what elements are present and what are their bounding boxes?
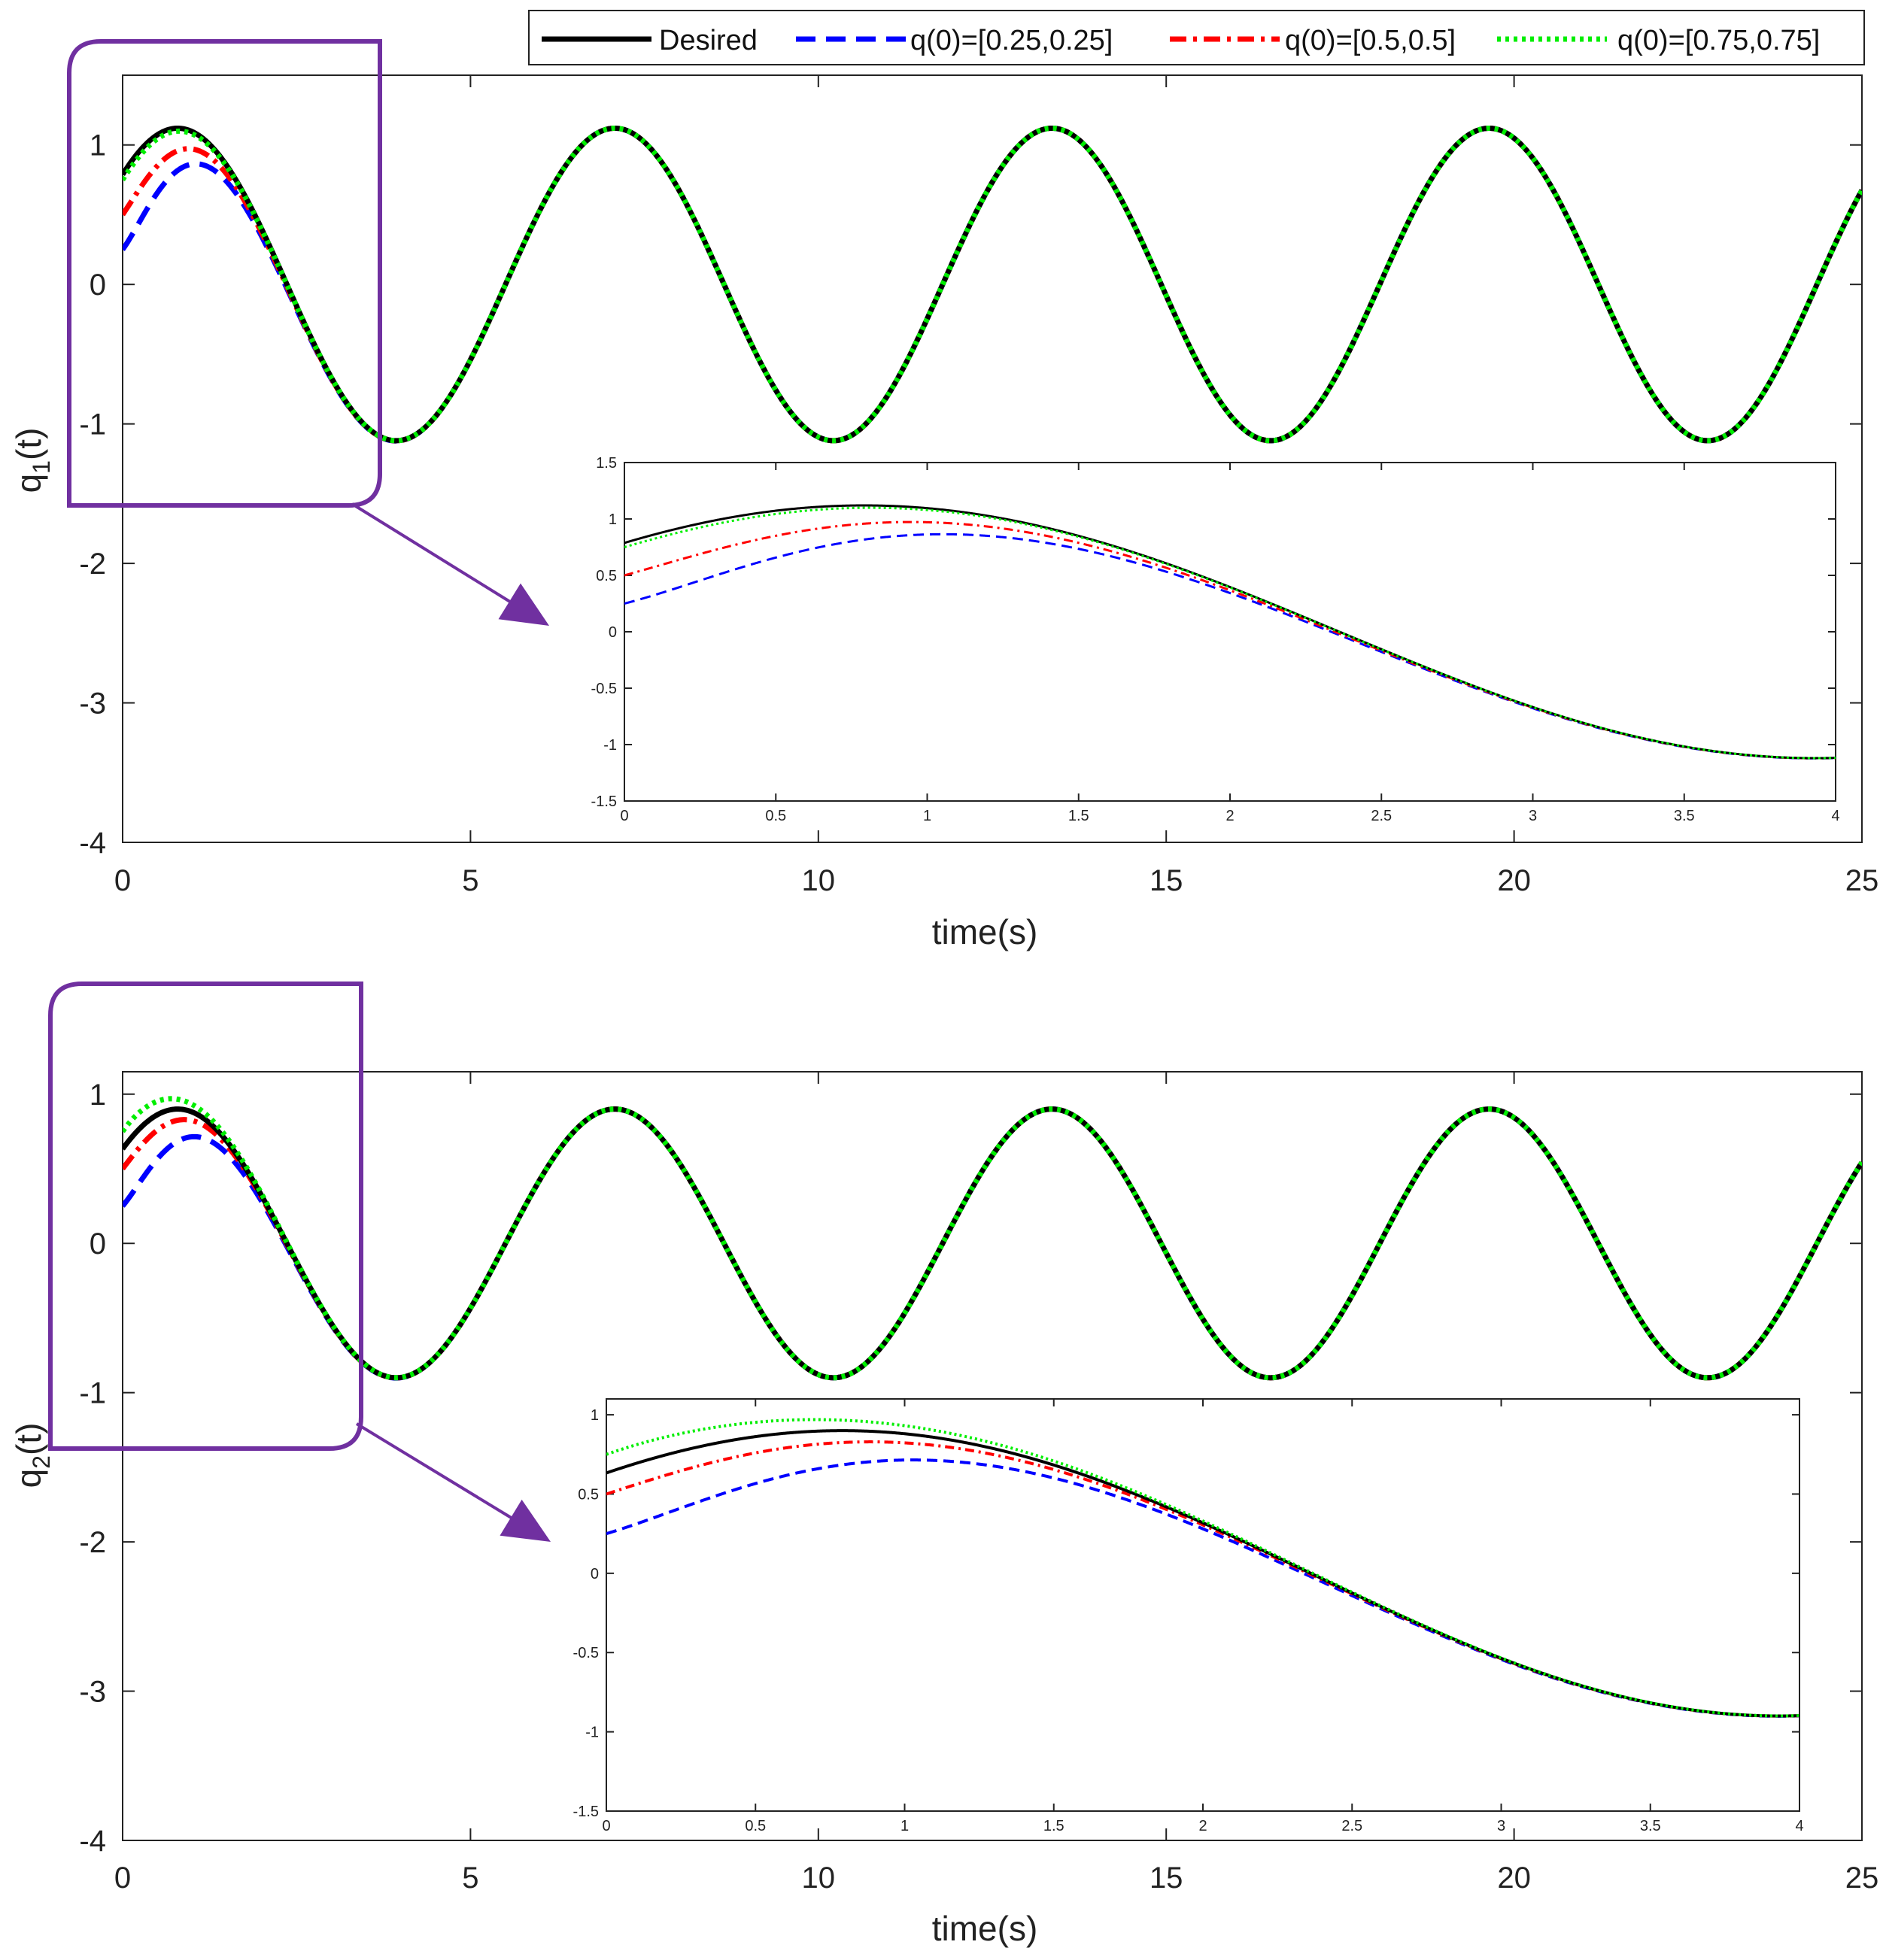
legend-label-1: Desired bbox=[659, 25, 758, 56]
panel-q2-inset-ytick-label: 0.5 bbox=[578, 1486, 599, 1503]
panel-q2-ytick-label: -4 bbox=[79, 1825, 106, 1858]
panel-q1-inset-ytick-label: 0 bbox=[609, 624, 617, 641]
panel-q2-xlabel: time(s) bbox=[932, 1909, 1038, 1948]
panel-q1-zoom-arrow-head bbox=[498, 583, 549, 626]
panel-q1-inset-series-group bbox=[624, 504, 1836, 760]
legend-label-2: q(0)=[0.25,0.25] bbox=[910, 25, 1113, 56]
panel-q1-inset-ytick-label: -1 bbox=[603, 737, 617, 754]
panel-q2-inset-series-4 bbox=[606, 1418, 1799, 1718]
panel-q2-inset-xtick-label: 3 bbox=[1497, 1818, 1505, 1834]
panel-q1-inset-xtick-label: 3.5 bbox=[1674, 808, 1695, 824]
panel-q2-xtick-label: 5 bbox=[462, 1861, 478, 1895]
panel-q1-inset: 0 0.5 1 1.5 2 2.5 3 3.5 4 -1.5 -1 -0.5 0 0.5 1 1.5 bbox=[591, 455, 1840, 824]
panel-q1-ytick-label: 0 bbox=[90, 269, 106, 302]
panel-q2-zoom-arrow-head bbox=[500, 1499, 551, 1542]
panel-q1-inset-series-4 bbox=[624, 506, 1836, 760]
panel-q2-ylabel-main: q bbox=[9, 1469, 48, 1488]
panel-q2-ytick-label: -1 bbox=[79, 1377, 106, 1410]
panel-q1-inset-xtick-label: 2.5 bbox=[1371, 808, 1392, 824]
panel-q2-inset-frame bbox=[606, 1398, 1800, 1812]
panel-q2-inset-ytick-label: -1.5 bbox=[573, 1804, 599, 1820]
panel-q2-series-group bbox=[123, 1096, 1862, 1381]
panel-q2-ylabel: q2(t) bbox=[9, 1423, 55, 1488]
panel-q1-inset-xtick-label: 1 bbox=[923, 808, 931, 824]
panel-q1-inset-xtick-label: 1.5 bbox=[1068, 808, 1089, 824]
panel-q2-xtick-label: 10 bbox=[802, 1861, 836, 1895]
panel-q1-xtick-label: 25 bbox=[1845, 864, 1879, 897]
panel-q2-inset-xtick-label: 2.5 bbox=[1341, 1818, 1362, 1834]
panel-q1-ytick-label: -3 bbox=[79, 687, 106, 721]
panel-q2-inset-ytick-label: 0 bbox=[591, 1566, 599, 1582]
panel-q1-inset-xtick-label: 2 bbox=[1225, 808, 1234, 824]
legend-label-3: q(0)=[0.5,0.5] bbox=[1285, 25, 1456, 56]
panel-q1-zoom-arrow-line bbox=[351, 502, 524, 611]
panel-q2-inset-ytick-label: -1 bbox=[585, 1725, 599, 1741]
panel-q2-ylabel-tail: (t) bbox=[9, 1423, 48, 1455]
panel-q2-series-4 bbox=[123, 1096, 1862, 1381]
panel-q1-ytick-label: -1 bbox=[79, 408, 106, 441]
panel-q1-inset-ytick-label: 1 bbox=[609, 511, 617, 528]
panel-q1-inset-xtick-label: 0.5 bbox=[765, 808, 786, 824]
panel-q1-ylabel: q1(t) bbox=[9, 428, 55, 493]
panel-q2-xtick-label: 15 bbox=[1150, 1861, 1183, 1895]
panel-q2-inset-xtick-label: 4 bbox=[1795, 1818, 1803, 1834]
panel-q2-xtick-label: 0 bbox=[114, 1861, 131, 1895]
panel-q1-xtick-label: 20 bbox=[1497, 864, 1531, 897]
panel-q2-inset-xtick-label: 0 bbox=[602, 1818, 610, 1834]
panel-q1-xtick-label: 0 bbox=[114, 864, 131, 897]
panel-q1-inset-xtick-label: 0 bbox=[620, 808, 628, 824]
panel-q1-ytick-label: -2 bbox=[79, 548, 106, 581]
panel-q1-inset-xtick-label: 3 bbox=[1529, 808, 1537, 824]
panel-q2-inset-xtick-label: 0.5 bbox=[745, 1818, 766, 1834]
panel-q2-inset-xtick-label: 1.5 bbox=[1043, 1818, 1065, 1834]
panel-q1-ytick-label: -4 bbox=[79, 827, 106, 860]
panel-q1-inset-ytick-label: -0.5 bbox=[591, 681, 617, 697]
panel-q2-inset-xtick-label: 3.5 bbox=[1640, 1818, 1661, 1834]
panel-q2-inset: 0 0.5 1 1.5 2 2.5 3 3.5 4 -1.5 -1 -0.5 0 0.5 1 bbox=[573, 1398, 1804, 1834]
panel-q2-ytick-label: -2 bbox=[79, 1526, 106, 1559]
panel-q1-series-1 bbox=[123, 125, 1862, 444]
panel-q1-ylabel-tail: (t) bbox=[9, 428, 48, 460]
panel-q2-inset-series-3 bbox=[606, 1440, 1799, 1718]
panel-q1-series-group bbox=[123, 125, 1862, 444]
panel-q2-ytick-label: 0 bbox=[90, 1227, 106, 1261]
panel-q2-ytick-label: 1 bbox=[90, 1079, 106, 1112]
panel-q1-zoom-highlight-box bbox=[67, 39, 382, 508]
panel-q2-inset-xtick-label: 1 bbox=[900, 1818, 909, 1834]
panel-q1-inset-ytick-label: 0.5 bbox=[596, 568, 617, 584]
panel-q1-xtick-label: 10 bbox=[802, 864, 836, 897]
panel-q1-xlabel: time(s) bbox=[932, 912, 1038, 951]
panel-q1-inset-frame bbox=[624, 462, 1836, 802]
panel-q1-inset-ytick-label: 1.5 bbox=[596, 455, 617, 472]
panel-q2-ytick-label: -3 bbox=[79, 1676, 106, 1709]
panel-q1-inset-series-1 bbox=[624, 504, 1836, 760]
panel-q2-xtick-label: 25 bbox=[1845, 1861, 1879, 1895]
panel-q2-inset-ytick-label: 1 bbox=[591, 1407, 599, 1424]
panel-q2-inset-ytick-label: -0.5 bbox=[573, 1645, 599, 1661]
panel-q2-ylabel-sub: 2 bbox=[28, 1455, 55, 1469]
panel-q1-inset-xtick-label: 4 bbox=[1831, 808, 1839, 824]
panel-q2-inset-xtick-label: 2 bbox=[1198, 1818, 1207, 1834]
panel-q2-zoom-arrow-line bbox=[355, 1422, 525, 1527]
panel-q2-inset-series-group bbox=[606, 1418, 1799, 1718]
panel-q1-ylabel-main: q bbox=[9, 474, 48, 493]
panel-q1-inset-ytick-label: -1.5 bbox=[591, 793, 617, 810]
panel-q2-xtick-label: 20 bbox=[1497, 1861, 1531, 1895]
panel-q1-ytick-label: 1 bbox=[90, 129, 106, 162]
panel-q1-ylabel-sub: 1 bbox=[28, 460, 55, 474]
panel-q1-xtick-label: 15 bbox=[1150, 864, 1183, 897]
panel-q1-xtick-label: 5 bbox=[462, 864, 478, 897]
legend-label-4: q(0)=[0.75,0.75] bbox=[1617, 25, 1820, 56]
